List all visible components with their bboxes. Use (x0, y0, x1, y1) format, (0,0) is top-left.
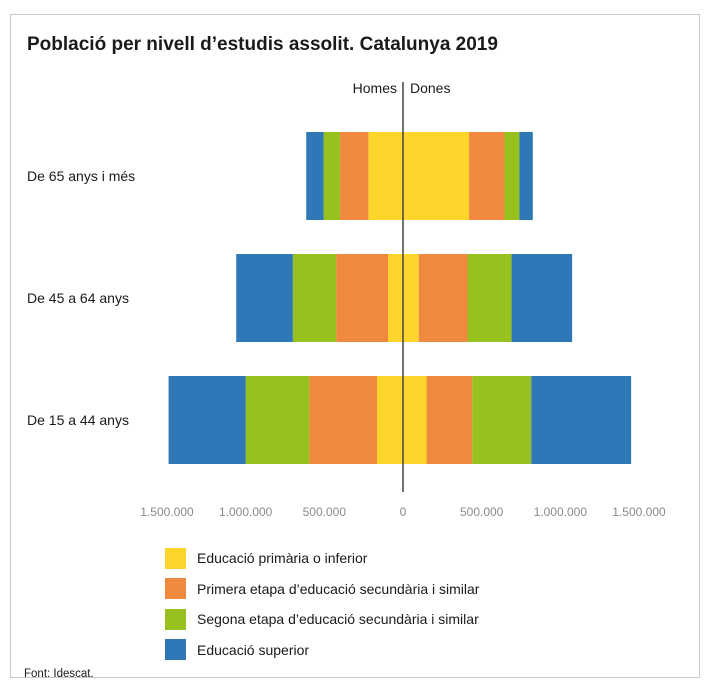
source-note: Font: Idescat. (24, 668, 94, 680)
bar-dones-segona_etapa-0 (504, 132, 520, 220)
legend-swatch-primaria (165, 547, 186, 569)
chart-frame (10, 14, 700, 678)
bar-dones-primaria-0 (403, 132, 470, 220)
legend-label-segona-etapa: Segona etapa d’educació secundària i sim… (197, 611, 479, 628)
category-label-1: De 45 a 64 anys (27, 290, 129, 306)
chart-title: Població per nivell d’estudis assolit. C… (27, 34, 498, 55)
bar-dones-primaria-1 (403, 254, 419, 342)
bar-homes-segona_etapa-0 (323, 132, 341, 220)
bar-dones-superior-1 (511, 254, 573, 342)
legend-swatch-superior (165, 639, 186, 661)
bar-dones-primera_etapa-0 (469, 132, 505, 220)
x-tick-label-5: 1.000.000 (534, 505, 588, 519)
x-tick-label-3: 0 (400, 505, 407, 519)
bar-homes-primera_etapa-1 (336, 254, 389, 342)
bar-homes-superior-0 (306, 132, 324, 220)
bar-homes-primaria-0 (368, 132, 403, 220)
side-label-homes: Homes (353, 80, 397, 96)
bar-dones-primera_etapa-1 (418, 254, 468, 342)
legend-item-segona-etapa: Segona etapa d’educació secundària i sim… (165, 604, 479, 635)
bar-homes-primaria-2 (377, 376, 403, 464)
bar-dones-superior-2 (531, 376, 632, 464)
category-label-2: De 15 a 44 anys (27, 412, 129, 428)
bar-homes-primera_etapa-0 (340, 132, 369, 220)
bar-homes-segona_etapa-1 (292, 254, 337, 342)
bar-dones-primera_etapa-2 (426, 376, 473, 464)
legend-label-superior: Educació superior (197, 641, 310, 658)
legend-swatch-primera-etapa (165, 578, 186, 600)
legend-label-primera-etapa: Primera etapa d’educació secundària i si… (197, 580, 480, 597)
x-tick-label-0: 1.500.000 (140, 505, 194, 519)
x-tick-label-1: 1.000.000 (219, 505, 273, 519)
bar-dones-segona_etapa-2 (472, 376, 532, 464)
legend-item-superior: Educació superior (165, 635, 479, 666)
legend-item-primaria: Educació primària o inferior (165, 543, 479, 574)
bar-homes-segona_etapa-2 (245, 376, 310, 464)
bar-dones-primaria-2 (403, 376, 427, 464)
legend-item-primera-etapa: Primera etapa d’educació secundària i si… (165, 574, 479, 605)
bar-homes-superior-1 (236, 254, 293, 342)
x-tick-label-6: 1.500.000 (612, 505, 666, 519)
side-label-dones: Dones (410, 80, 450, 96)
legend-swatch-segona-etapa (165, 608, 186, 630)
x-tick-label-4: 500.000 (460, 505, 504, 519)
bar-homes-superior-2 (168, 376, 246, 464)
bar-dones-superior-0 (519, 132, 533, 220)
x-tick-label-2: 500.000 (303, 505, 347, 519)
bar-homes-primaria-1 (388, 254, 403, 342)
category-label-0: De 65 anys i més (27, 168, 135, 184)
chart-legend: Educació primària o inferior Primera eta… (165, 543, 479, 665)
bar-homes-primera_etapa-2 (309, 376, 378, 464)
legend-label-primaria: Educació primària o inferior (197, 550, 368, 567)
bar-dones-segona_etapa-1 (467, 254, 512, 342)
